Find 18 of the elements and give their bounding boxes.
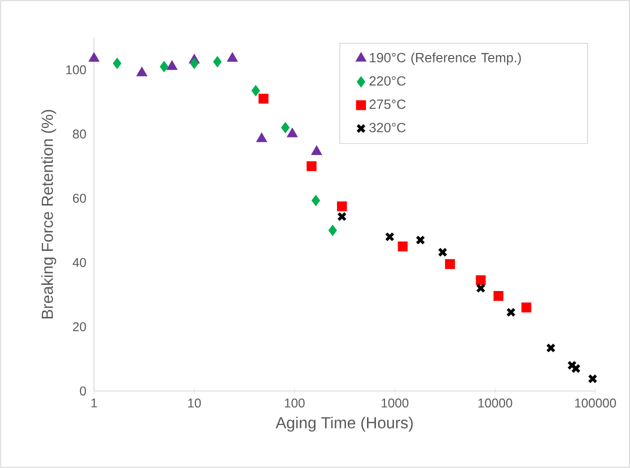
legend-label: 320°C [369, 122, 406, 132]
x-tick-label: 1000 [382, 398, 408, 408]
legend-label: 190°C (Reference Temp.) [370, 52, 521, 65]
y-tick-label: 100 [66, 65, 86, 74]
legend-label: 275°C [370, 100, 406, 109]
y-tick-label: 80 [72, 130, 86, 139]
y-tick-label: 20 [73, 322, 86, 332]
x-tick-label: 1 [91, 398, 97, 408]
y-axis-title: Breaking Force Retention (%) [41, 110, 56, 318]
legend-label: 220°C [370, 76, 406, 86]
y-tick-label: 60 [73, 194, 86, 203]
x-tick-label: 10 [188, 398, 201, 408]
y-tick-label: 0 [80, 386, 86, 396]
y-tick-label: 40 [72, 258, 86, 267]
x-tick-label: 10000 [478, 398, 512, 408]
x-axis-title: Aging Time (Hours) [276, 416, 413, 432]
x-tick-label: 100000 [575, 398, 616, 408]
x-tick-label: 100 [284, 398, 305, 408]
